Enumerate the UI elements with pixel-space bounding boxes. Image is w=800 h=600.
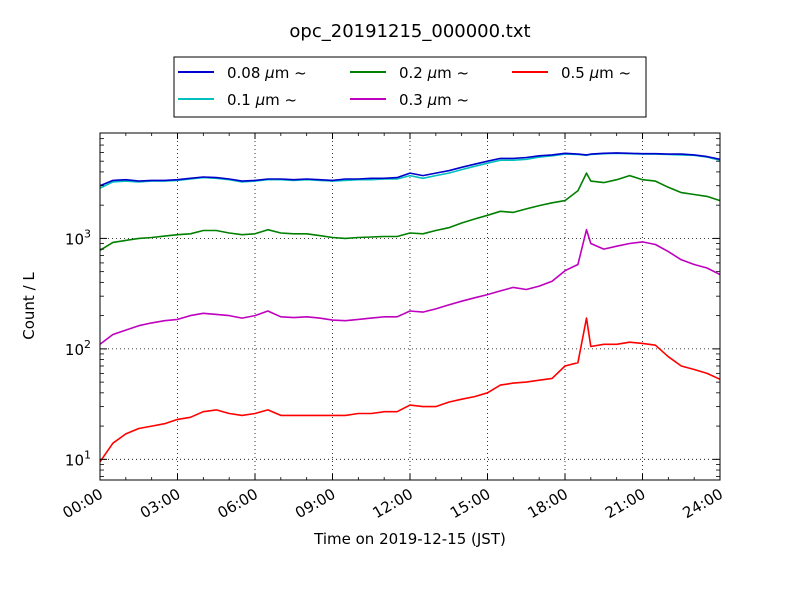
- y-tick-labels: 101 102 103: [65, 227, 91, 469]
- legend-label-0.5-um: 0.5 μm ~: [561, 64, 631, 82]
- series-line-0.3-um: [99, 228, 721, 345]
- y-axis-label: Count / L: [20, 272, 38, 340]
- series-line-0.2-um: [99, 172, 721, 251]
- ticks-layer: [99, 132, 721, 480]
- x-axis-label: Time on 2019-12-15 (JST): [313, 530, 506, 548]
- y-tick-label: 101: [65, 448, 91, 469]
- y-tick-label: 103: [65, 227, 91, 248]
- legend-box: [173, 56, 647, 118]
- legend-label-0.2-um: 0.2 μm ~: [399, 64, 469, 82]
- plot-frame: [99, 132, 721, 481]
- chart-title: opc_20191215_000000.txt: [289, 21, 530, 42]
- legend-label-0.1-um: 0.1 μm ~: [227, 91, 297, 109]
- series-layer: [99, 152, 721, 463]
- legend: 0.08 μm ~ 0.2 μm ~ 0.5 μm ~ 0.1 μm ~ 0.3 μm …: [173, 56, 647, 118]
- grid-layer: [100, 133, 720, 480]
- legend-label-0.3-um: 0.3 μm ~: [399, 91, 469, 109]
- series-line-0.08-um: [99, 152, 721, 187]
- series-line-0.5-um: [99, 317, 721, 463]
- y-tick-label: 102: [65, 338, 91, 359]
- legend-label-0.08-um: 0.08 μm ~: [227, 64, 307, 82]
